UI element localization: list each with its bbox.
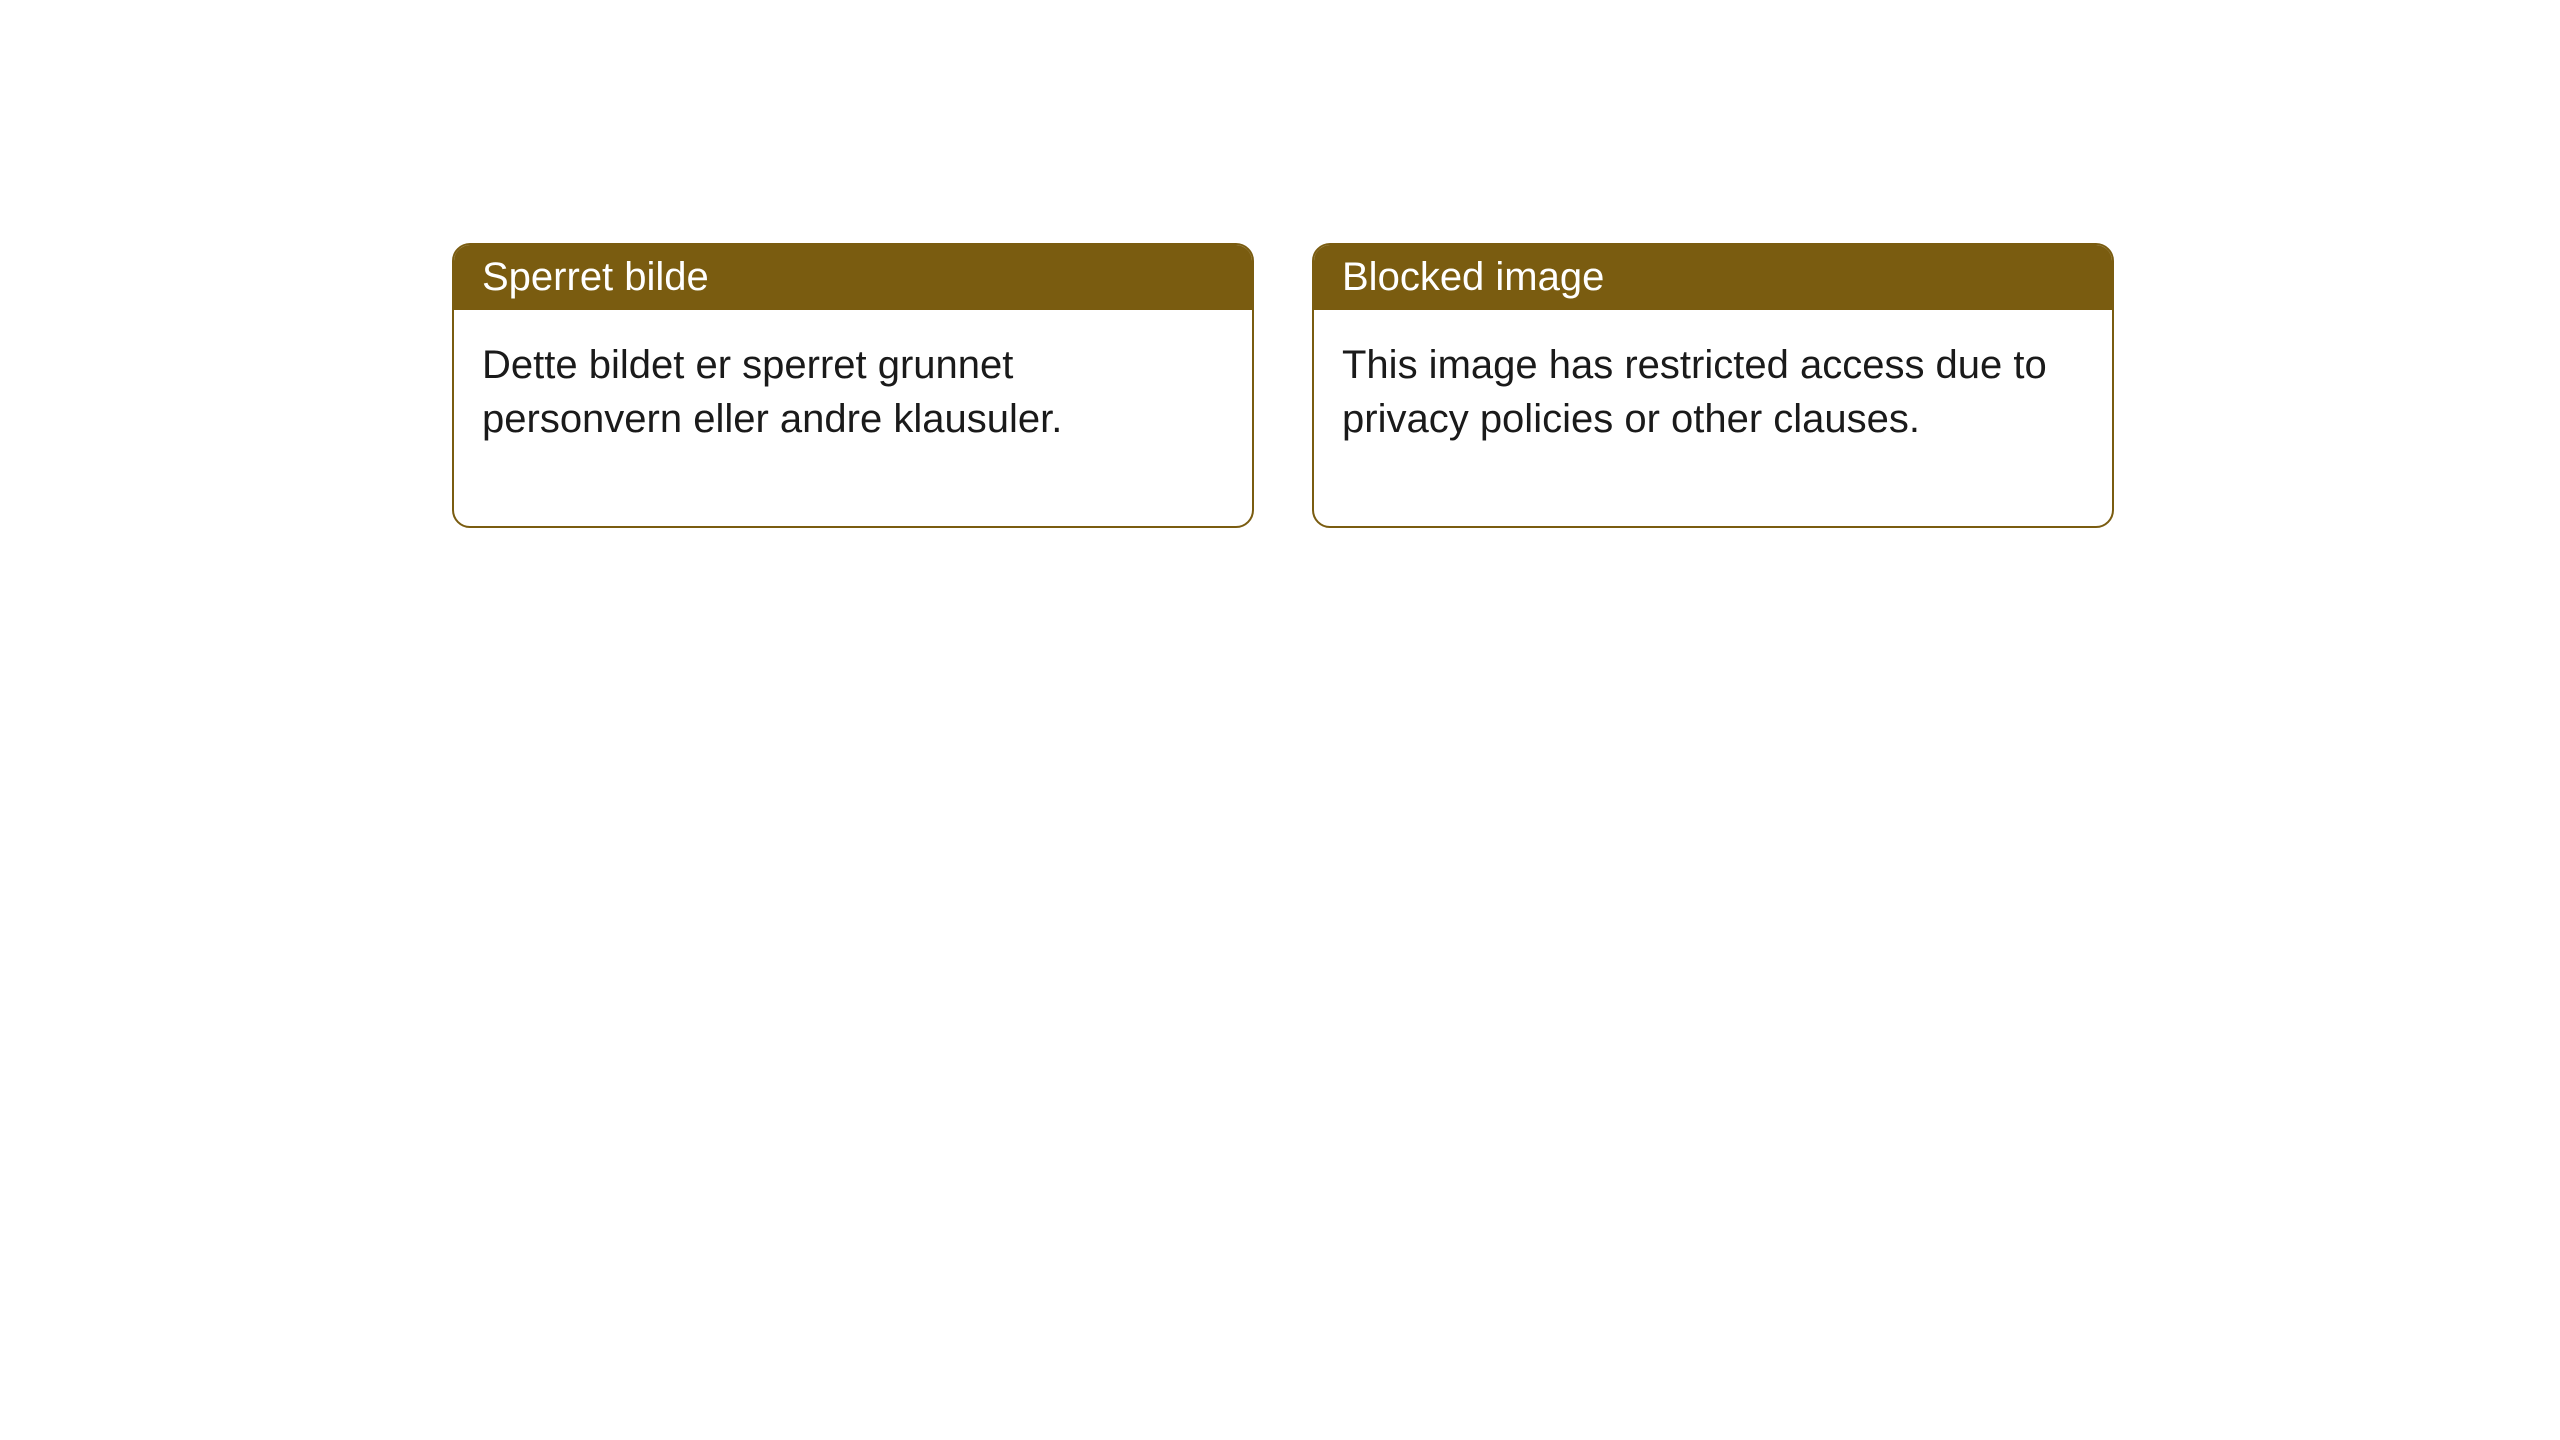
notice-card-english: Blocked image This image has restricted … [1312,243,2114,528]
card-header: Blocked image [1314,245,2112,310]
card-body-text: This image has restricted access due to … [1342,343,2047,441]
card-title: Blocked image [1342,255,1604,299]
cards-container: Sperret bilde Dette bildet er sperret gr… [452,243,2114,528]
card-body: Dette bildet er sperret grunnet personve… [454,310,1252,526]
notice-card-norwegian: Sperret bilde Dette bildet er sperret gr… [452,243,1254,528]
card-header: Sperret bilde [454,245,1252,310]
card-title: Sperret bilde [482,255,709,299]
card-body-text: Dette bildet er sperret grunnet personve… [482,343,1062,441]
card-body: This image has restricted access due to … [1314,310,2112,526]
